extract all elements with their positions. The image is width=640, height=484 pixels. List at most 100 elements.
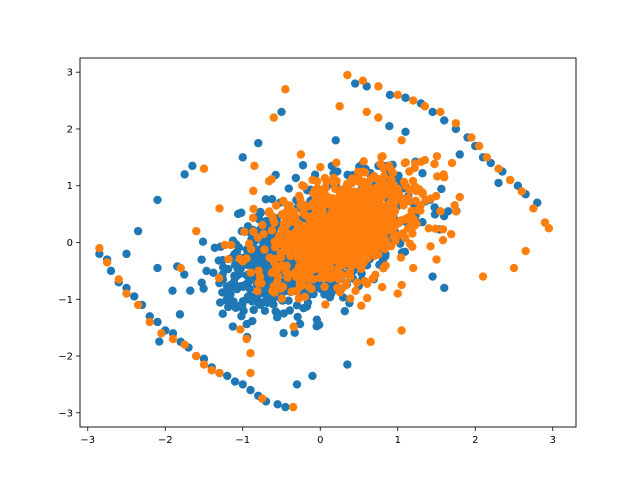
data-point [323, 235, 332, 244]
data-point [285, 306, 294, 315]
data-point [482, 153, 492, 162]
data-point [478, 272, 488, 281]
data-point [277, 294, 287, 303]
data-point [401, 127, 410, 136]
data-point [381, 261, 390, 270]
data-point [281, 402, 290, 412]
data-point [188, 161, 197, 171]
data-point [343, 360, 352, 369]
data-point [387, 189, 396, 198]
data-point [285, 201, 294, 210]
y-tick-label: −1 [58, 295, 73, 306]
data-point [346, 294, 355, 303]
data-point [351, 286, 360, 296]
data-point [357, 224, 366, 233]
data-point [287, 216, 296, 225]
data-point [249, 186, 258, 196]
data-point [438, 225, 448, 234]
data-point [322, 177, 331, 186]
data-point [521, 246, 530, 256]
y-tick-label: 2 [67, 124, 73, 135]
data-point [261, 195, 270, 204]
data-point [314, 239, 323, 248]
data-point [309, 189, 318, 198]
data-point [352, 217, 361, 227]
data-point [218, 309, 227, 318]
data-point [318, 267, 327, 276]
data-point [238, 153, 247, 162]
data-point [265, 207, 274, 216]
data-point [267, 194, 277, 204]
data-point [295, 319, 305, 329]
data-point [438, 235, 448, 245]
data-point [409, 221, 419, 231]
data-point [215, 298, 225, 307]
data-point [180, 270, 189, 279]
data-point [330, 241, 340, 250]
data-point [474, 141, 484, 151]
data-point [397, 136, 406, 145]
data-point [257, 279, 266, 288]
data-point [385, 90, 395, 100]
data-point [293, 312, 302, 322]
data-point [529, 204, 538, 213]
data-point [168, 286, 177, 295]
data-point [209, 268, 218, 278]
data-point [368, 218, 378, 227]
data-point [180, 170, 189, 179]
data-point [106, 266, 116, 276]
data-point [238, 300, 247, 310]
data-point [254, 138, 263, 148]
data-point [295, 279, 305, 288]
data-point [202, 266, 211, 276]
data-point [273, 272, 283, 281]
data-point [278, 282, 288, 291]
data-point [357, 244, 366, 254]
data-point [347, 174, 357, 183]
data-point [287, 287, 296, 296]
data-point [130, 292, 139, 301]
data-point [389, 208, 398, 217]
data-point [397, 280, 406, 290]
data-point [313, 218, 322, 227]
data-point [336, 195, 346, 204]
data-point [282, 261, 291, 270]
data-point [238, 380, 247, 389]
data-point [192, 351, 201, 361]
data-point [298, 229, 307, 239]
data-point [407, 212, 416, 221]
data-point [408, 229, 417, 238]
data-point [355, 237, 364, 246]
data-point [294, 264, 304, 273]
data-point [437, 184, 446, 194]
data-point [328, 256, 338, 265]
data-point [424, 224, 433, 233]
data-point [320, 282, 329, 291]
data-point [393, 289, 402, 298]
data-point [321, 300, 330, 309]
data-point [381, 239, 390, 248]
data-point [300, 258, 309, 267]
data-point [505, 175, 515, 185]
data-point [273, 265, 282, 274]
data-point [357, 301, 366, 310]
data-point [247, 297, 257, 306]
data-point [348, 224, 358, 234]
data-point [281, 85, 290, 94]
data-point [352, 278, 362, 287]
data-point [517, 187, 526, 196]
y-tick-label: 3 [67, 68, 73, 79]
data-point [264, 176, 274, 186]
data-point [294, 294, 304, 303]
data-point [333, 283, 342, 293]
data-point [319, 212, 329, 222]
data-point [432, 152, 442, 161]
data-point [214, 256, 223, 265]
data-point [262, 293, 271, 302]
data-point [365, 191, 374, 201]
data-point [373, 174, 382, 184]
data-point [396, 253, 406, 262]
data-point [153, 317, 162, 327]
data-point [341, 281, 350, 290]
